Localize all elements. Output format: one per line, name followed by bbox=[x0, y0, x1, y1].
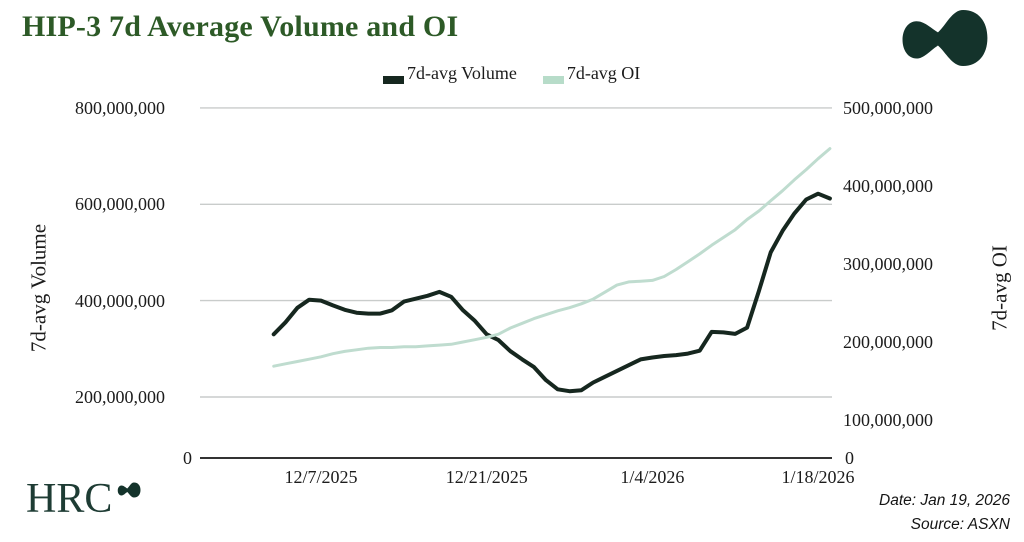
source-annotation: Source: ASXN bbox=[910, 516, 1010, 533]
left-axis-tick: 800,000,000 bbox=[75, 98, 165, 118]
7d-avg-volume-line bbox=[271, 191, 832, 394]
left-axis-title: 7d-avg Volume bbox=[26, 223, 51, 353]
legend-label-oi: 7d-avg OI bbox=[566, 63, 641, 83]
x-axis-tick: 1/4/2026 bbox=[620, 467, 685, 487]
legend-item-oi: 7d-avg OI bbox=[542, 63, 641, 84]
right-axis-tick: 300,000,000 bbox=[843, 254, 933, 274]
hrc-wordmark-text: HRC bbox=[26, 476, 113, 522]
date-annotation: Date: Jan 19, 2026 bbox=[879, 492, 1010, 509]
legend-swatch-oi bbox=[542, 76, 564, 84]
page-title: HIP-3 7d Average Volume and OI bbox=[22, 10, 459, 43]
hourglass-blob-small-icon bbox=[118, 482, 141, 498]
legend-swatch-volume bbox=[383, 76, 404, 84]
left-axis-tick: 600,000,000 bbox=[75, 194, 165, 214]
left-axis-tick: 400,000,000 bbox=[75, 291, 165, 311]
7d-avg-oi-line bbox=[272, 147, 832, 368]
right-axis-tick: 200,000,000 bbox=[843, 332, 933, 352]
left-axis-tick: 0 bbox=[183, 448, 192, 468]
chart-legend: 7d-avg Volume 7d-avg OI bbox=[383, 63, 640, 84]
right-axis-tick: 500,000,000 bbox=[843, 98, 933, 118]
legend-item-volume: 7d-avg Volume bbox=[383, 63, 517, 84]
right-axis-tick: 100,000,000 bbox=[843, 410, 933, 430]
x-axis-tick: 1/18/2026 bbox=[781, 467, 855, 487]
legend-label-volume: 7d-avg Volume bbox=[407, 63, 517, 83]
left-axis-tick: 200,000,000 bbox=[75, 387, 165, 407]
hourglass-blob-logo-icon bbox=[902, 10, 988, 66]
right-axis-tick: 0 bbox=[845, 448, 854, 468]
x-axis-tick: 12/7/2025 bbox=[284, 467, 358, 487]
right-axis-tick: 400,000,000 bbox=[843, 176, 933, 196]
x-axis-tick: 12/21/2025 bbox=[445, 467, 528, 487]
hrc-wordmark: HRC bbox=[26, 476, 142, 522]
